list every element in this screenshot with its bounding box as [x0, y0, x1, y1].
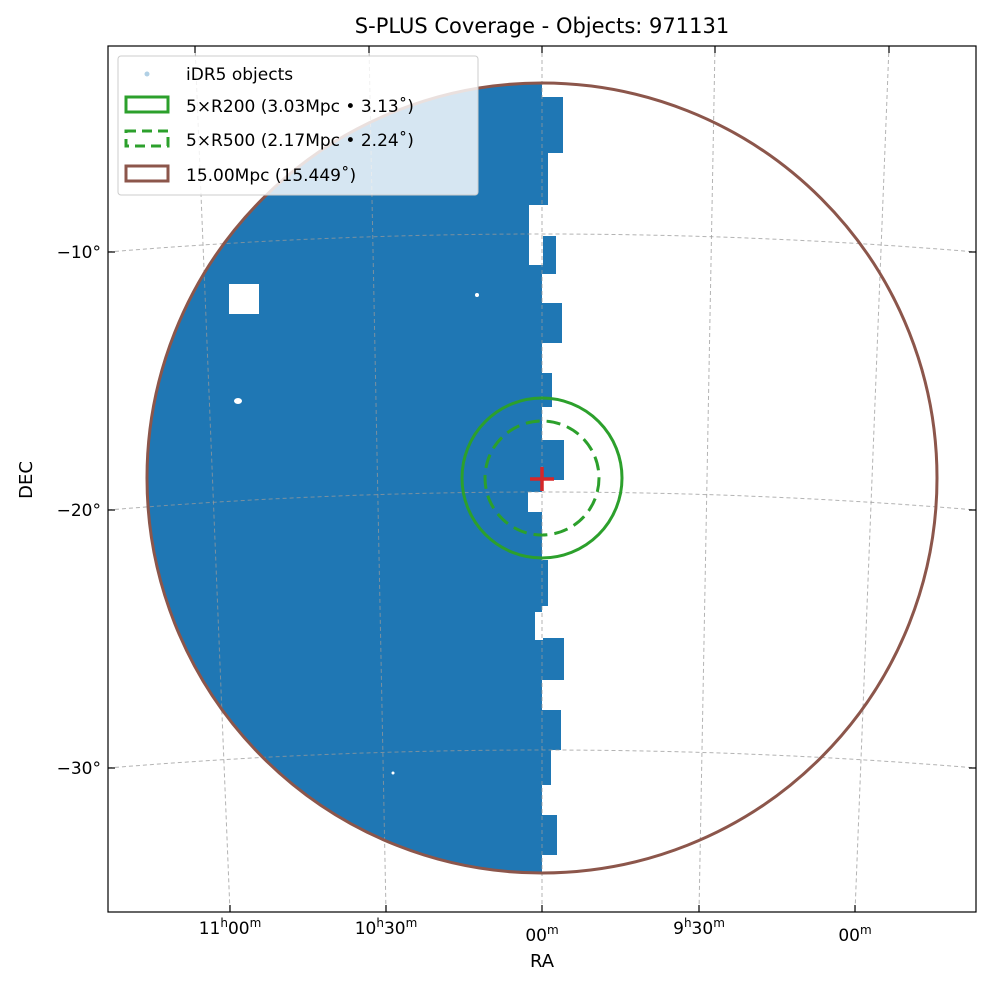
- coverage-strip: [542, 303, 562, 343]
- coverage-notch: [535, 612, 543, 640]
- legend: iDR5 objects 5×R200 (3.03Mpc • 3.13˚) 5×…: [117, 55, 479, 196]
- ra-tick-label: 00m: [525, 923, 558, 946]
- legend-label-15mpc: 15.00Mpc (15.449˚): [186, 165, 356, 186]
- coverage-strip: [542, 710, 561, 750]
- legend-label-r200: 5×R200 (3.03Mpc • 3.13˚): [186, 96, 414, 117]
- dec-tick-label: −30°: [57, 759, 101, 779]
- coverage-strip: [542, 97, 563, 153]
- legend-swatch-r500: [124, 129, 170, 148]
- ra-gridline: [854, 46, 890, 912]
- ra-tick-label: 10h30m: [355, 916, 418, 939]
- legend-swatch-15mpc: [124, 164, 170, 183]
- tick-marks: [108, 46, 976, 912]
- ra-tick-label: 11h00m: [199, 916, 262, 939]
- coverage-strip: [542, 638, 564, 680]
- circle-5xr200: [460, 396, 624, 560]
- coverage-hole: [234, 398, 242, 404]
- coverage-strip: [542, 373, 552, 407]
- y-axis-title: DEC: [16, 461, 37, 499]
- circle-5xr500: [483, 419, 601, 537]
- legend-box: [117, 55, 479, 196]
- dec-gridline: [108, 491, 976, 511]
- chart-title: S-PLUS Coverage - Objects: 971131: [355, 14, 729, 38]
- circle-15mpc: [145, 81, 939, 875]
- center-marker: [530, 467, 554, 491]
- coverage-strip: [542, 153, 548, 205]
- ra-gridline: [194, 46, 231, 912]
- legend-label-r500: 5×R500 (2.17Mpc • 2.24˚): [186, 130, 414, 151]
- coverage-strip: [542, 440, 564, 480]
- coverage-notch: [528, 492, 543, 512]
- ra-gridline: [698, 46, 716, 912]
- legend-swatch-idr5: [144, 71, 150, 77]
- coverage-strip: [542, 750, 551, 785]
- dec-gridline: [108, 233, 976, 253]
- coverage-west-half: [147, 83, 542, 873]
- coverage-notch: [529, 205, 543, 265]
- coverage-hole: [229, 284, 259, 314]
- coverage-hole: [391, 771, 395, 775]
- x-axis-title: RA: [530, 951, 555, 972]
- dec-tick-label: −10°: [57, 243, 101, 263]
- ra-gridline: [368, 46, 387, 912]
- legend-label-idr5: iDR5 objects: [186, 65, 293, 85]
- ra-tick-label: 00m: [838, 923, 871, 946]
- coverage-strip: [542, 815, 557, 855]
- coverage-hole: [475, 293, 479, 297]
- coverage-region: [147, 83, 564, 873]
- legend-swatch-r200: [124, 95, 170, 114]
- ra-tick-label: 9h30m: [673, 916, 725, 939]
- coverage-strip: [542, 560, 548, 606]
- dec-tick-label: −20°: [57, 501, 101, 521]
- coverage-strip: [542, 236, 556, 274]
- grid-lines: [108, 46, 976, 912]
